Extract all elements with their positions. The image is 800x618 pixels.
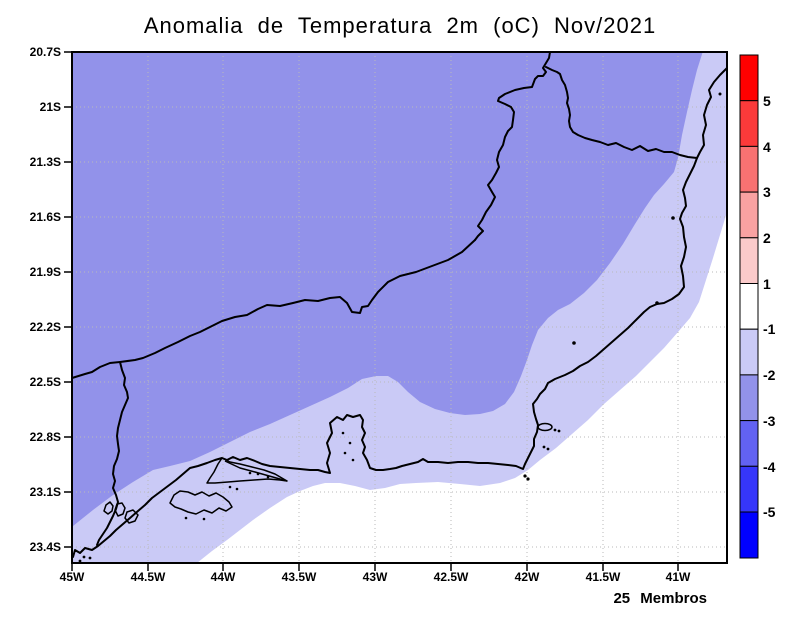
lat-label: 20.7S xyxy=(30,45,61,59)
ensemble-members-label: 25 Membros xyxy=(613,590,707,607)
lat-label: 21.6S xyxy=(30,210,61,224)
fill-region-near-zero xyxy=(197,212,727,563)
state-boundaries xyxy=(71,51,698,546)
lat-label: 22.5S xyxy=(30,375,61,389)
lat-label: 21.3S xyxy=(30,155,61,169)
lon-label: 41W xyxy=(666,570,691,584)
colorbar-segment xyxy=(739,328,759,376)
colorbar: 5 4 3 2 1 -1 -2 -3 -4 -5 xyxy=(739,54,776,559)
lon-label: 41.5W xyxy=(586,570,621,584)
lon-label: 42.5W xyxy=(434,570,469,584)
colorbar-label: 2 xyxy=(763,230,771,246)
lat-label: 21.9S xyxy=(30,265,61,279)
lat-label: 21S xyxy=(40,100,61,114)
colorbar-segment xyxy=(739,237,759,285)
sand-spit xyxy=(206,457,288,484)
island-ilha-grande xyxy=(169,490,233,515)
lon-label: 43.5W xyxy=(282,570,317,584)
colorbar-tick-labels: 5 4 3 2 1 -1 -2 -3 -4 -5 xyxy=(763,93,776,520)
colorbar-label: 4 xyxy=(763,139,771,155)
colorbar-label: -4 xyxy=(763,459,776,475)
colorbar-segment xyxy=(739,54,759,102)
colorbar-segment xyxy=(739,191,759,239)
lon-axis-labels: 45W 44.5W 44W 43.5W 43W 42.5W 42W 41.5W … xyxy=(60,570,691,584)
colorbar-label: 1 xyxy=(763,276,771,292)
colorbar-segment xyxy=(739,374,759,422)
lat-label: 22.2S xyxy=(30,320,61,334)
lat-axis-labels: 20.7S 21S 21.3S 21.6S 21.9S 22.2S 22.5S … xyxy=(30,45,61,554)
lon-label: 43W xyxy=(363,570,388,584)
lagoon-outline xyxy=(537,422,553,432)
axis-ticks xyxy=(64,51,679,571)
colorbar-label: 5 xyxy=(763,93,771,109)
colorbar-label: -5 xyxy=(763,504,776,520)
plot-frame xyxy=(71,51,728,564)
colorbar-segment xyxy=(739,145,759,193)
fill-region-minus2-minus1 xyxy=(73,51,727,563)
colorbar-segment xyxy=(739,100,759,147)
coastline xyxy=(72,67,728,563)
lat-label: 23.4S xyxy=(30,540,61,554)
lat-label: 22.8S xyxy=(30,430,61,444)
contour-fill-regions xyxy=(72,51,727,563)
lon-label: 44W xyxy=(211,570,236,584)
colorbar-label: 3 xyxy=(763,184,771,200)
lon-label: 42W xyxy=(515,570,540,584)
colorbar-segment xyxy=(739,465,759,513)
lat-label: 23.1S xyxy=(30,485,61,499)
colorbar-label: -3 xyxy=(763,413,776,429)
colorbar-label: -2 xyxy=(763,367,776,383)
islet-dots xyxy=(78,92,722,563)
colorbar-segment xyxy=(739,283,759,330)
colorbar-label: -1 xyxy=(763,321,776,337)
lon-label: 44.5W xyxy=(131,570,166,584)
lon-label: 45W xyxy=(60,570,85,584)
colorbar-segment xyxy=(739,420,759,467)
colorbar-segment xyxy=(739,511,759,559)
page-title: Anomalia de Temperatura 2m (oC) Nov/2021 xyxy=(144,13,656,38)
